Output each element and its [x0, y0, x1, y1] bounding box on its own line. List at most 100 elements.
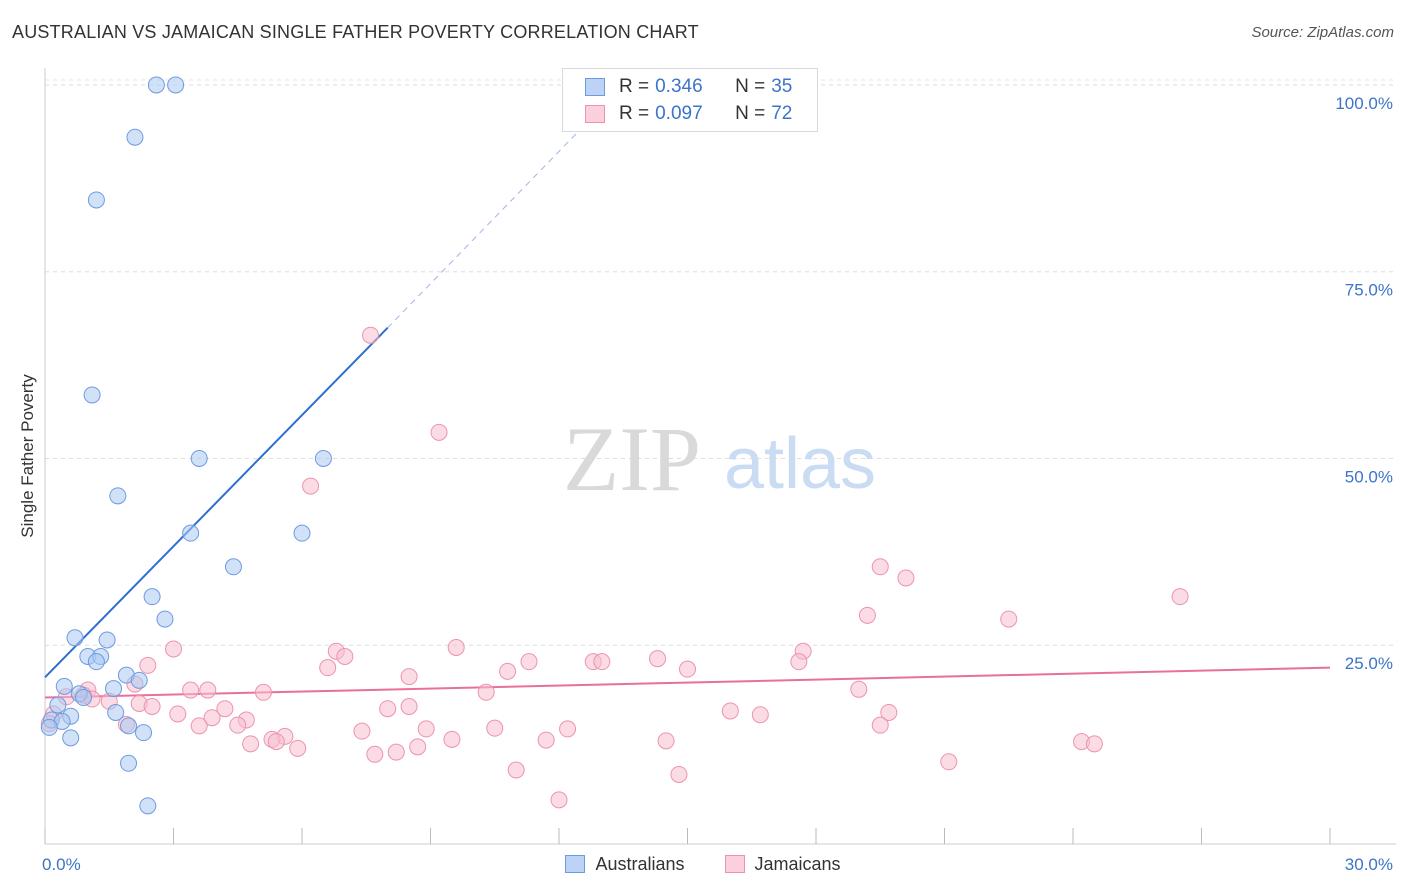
jamaicans-point — [858, 606, 876, 624]
jamaicans-point — [400, 668, 418, 686]
australians-point — [75, 689, 93, 707]
jamaicans-point — [679, 660, 696, 678]
x-tick-label: 30.0% — [1345, 855, 1393, 874]
australians-trend-line — [44, 327, 389, 679]
jamaicans-point — [1000, 610, 1018, 628]
jamaicans-point — [139, 656, 157, 674]
grid-layer — [45, 79, 1396, 646]
australians-point — [130, 671, 148, 689]
australians-point — [120, 754, 138, 772]
jamaicans-point — [362, 326, 380, 344]
australians-point — [49, 696, 67, 714]
jamaicans-swatch — [585, 105, 605, 123]
r-value: 0.346 — [655, 76, 703, 97]
jamaicans-point — [254, 683, 272, 701]
australians-point — [66, 629, 84, 647]
stats-row-australians: R = 0.346 N = 35 — [585, 76, 792, 98]
jamaicans-point — [871, 558, 889, 576]
jamaicans-point — [379, 700, 397, 718]
points-layer — [40, 76, 1189, 815]
n-value: 72 — [771, 103, 793, 124]
legend-label: Jamaicans — [754, 853, 841, 874]
jamaicans-point — [203, 709, 221, 727]
jamaicans-point — [430, 423, 448, 441]
jamaicans-point — [520, 653, 538, 671]
australians-point — [109, 487, 127, 505]
australians-point — [40, 718, 58, 736]
australians-point — [293, 524, 311, 542]
jamaicans-point — [417, 720, 435, 738]
y-tick-label: 75.0% — [1345, 281, 1393, 300]
stats-legend: R = 0.346 N = 35 R = 0.097 N = 72 — [562, 68, 818, 132]
x-tick-label: 0.0% — [42, 855, 81, 874]
jamaicans-point — [387, 743, 405, 761]
jamaicans-point — [559, 720, 577, 738]
jamaicans-point — [507, 761, 525, 779]
jamaicans-point — [409, 738, 427, 756]
legend-item-australians[interactable]: Australians — [565, 853, 685, 875]
jamaicans-swatch — [724, 855, 745, 873]
australians-swatch — [585, 78, 605, 96]
australians-point — [224, 558, 242, 576]
jamaicans-point — [477, 683, 495, 701]
jamaicans-point — [721, 702, 739, 720]
r-label: R = — [619, 76, 650, 97]
series-legend: Australians Jamaicans — [0, 852, 1406, 876]
jamaicans-point — [216, 700, 234, 718]
jamaicans-point — [169, 705, 187, 723]
chart-title: AUSTRALIAN VS JAMAICAN SINGLE FATHER POV… — [12, 22, 699, 42]
jamaicans-point — [751, 706, 769, 724]
legend-item-jamaicans[interactable]: Jamaicans — [724, 853, 841, 875]
australians-point — [314, 449, 332, 467]
jamaicans-point — [182, 681, 200, 699]
jamaicans-point — [790, 653, 808, 671]
jamaicans-point — [229, 716, 247, 734]
australians-trend-extension — [387, 107, 603, 329]
jamaicans-point — [366, 745, 384, 763]
watermark-atlas: atlas — [724, 424, 876, 504]
jamaicans-point — [143, 697, 161, 715]
australians-point — [87, 191, 105, 209]
jamaicans-point — [443, 730, 461, 748]
jamaicans-point — [499, 662, 517, 680]
jamaicans-point — [353, 722, 371, 740]
n-label: N = — [735, 103, 766, 124]
stats-row-jamaicans: R = 0.097 N = 72 — [585, 103, 792, 125]
jamaicans-point — [593, 653, 611, 671]
australians-point — [62, 729, 80, 747]
australians-point — [167, 76, 185, 94]
australians-point — [139, 797, 157, 815]
australians-point — [98, 631, 116, 649]
r-value: 0.097 — [655, 103, 703, 124]
australians-point — [107, 703, 125, 721]
australians-point — [55, 677, 73, 695]
watermark-zip: ZIP — [563, 408, 701, 510]
australians-point — [87, 653, 105, 671]
jamaicans-point — [649, 650, 667, 668]
australians-point — [182, 524, 200, 542]
jamaicans-point — [289, 739, 307, 757]
jamaicans-point — [550, 791, 568, 809]
r-label: R = — [619, 103, 650, 124]
jamaicans-point — [1171, 588, 1189, 606]
axis-layer — [44, 68, 1396, 845]
jamaicans-point — [319, 659, 337, 677]
australians-point — [135, 724, 153, 742]
jamaicans-point — [880, 703, 898, 721]
jamaicans-point — [850, 680, 868, 698]
australians-point — [190, 449, 208, 467]
jamaicans-point — [670, 765, 688, 783]
n-label: N = — [735, 76, 766, 97]
y-tick-label: 100.0% — [1335, 94, 1393, 113]
trend-layer — [44, 107, 1331, 699]
australians-point — [143, 588, 161, 606]
legend-label: Australians — [595, 853, 685, 874]
tick-label-layer: 25.0% 50.0% 75.0% 100.0% 0.0% 30.0% — [42, 94, 1393, 874]
y-tick-label: 25.0% — [1345, 654, 1393, 673]
jamaicans-point — [302, 477, 320, 495]
jamaicans-point — [447, 638, 465, 656]
australians-point — [147, 76, 165, 94]
n-value: 35 — [771, 76, 793, 97]
jamaicans-point — [1085, 735, 1103, 753]
